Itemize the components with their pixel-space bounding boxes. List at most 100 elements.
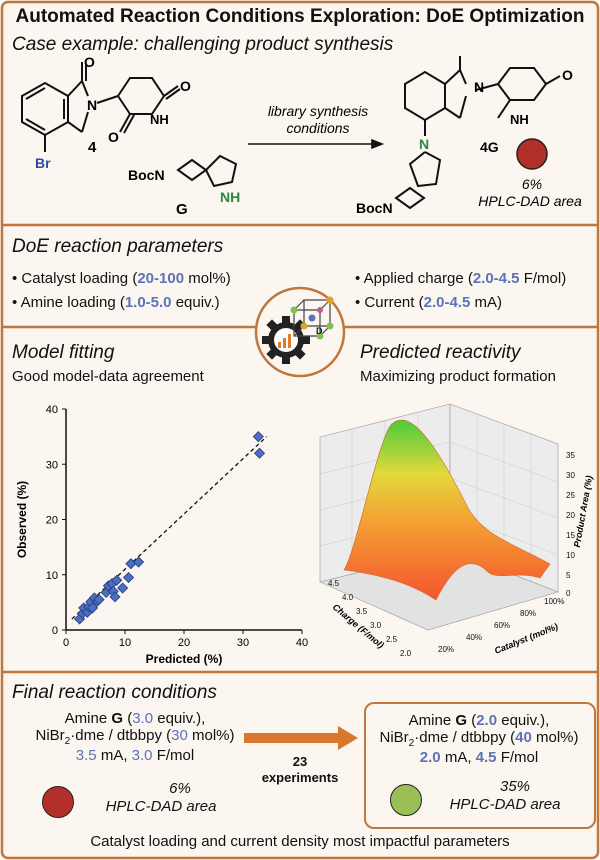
param-current: • Current (2.0-4.5 mA) xyxy=(355,294,502,311)
svg-text:10: 10 xyxy=(566,551,575,560)
product-boc-label: BocN xyxy=(356,200,393,216)
reaction-scheme: O N Br O NH O 4 BocN NH G library synthe… xyxy=(21,56,582,218)
initial-conditions: Amine G (3.0 equiv.), NiBr2·dme / dtbbpy… xyxy=(20,710,250,764)
optimization-arrow xyxy=(244,726,358,750)
initial-electro-line: 3.5 mA, 3.0 F/mol xyxy=(75,747,195,764)
y-tick-label: 30 xyxy=(46,459,58,471)
initial-yield-circle xyxy=(42,786,74,818)
svg-text:100%: 100% xyxy=(544,597,564,606)
amine-G xyxy=(176,154,238,188)
optimized-conditions-box xyxy=(364,702,596,829)
amine-compound-letter: G xyxy=(176,201,188,218)
imide-nh: NH xyxy=(150,112,169,127)
carbonyl-o3: O xyxy=(108,129,119,145)
response-surface-chart: 35 30 25 20 15 10 5 0 Product Area (%) 100% 80… xyxy=(319,403,594,658)
product-yield-value: 6% xyxy=(522,176,542,192)
product-n-label: N xyxy=(474,79,484,95)
optimized-conditions: Amine G (2.0 equiv.), NiBr2·dme / dtbbpy… xyxy=(366,712,592,766)
svg-text:60%: 60% xyxy=(494,621,510,630)
svg-text:3.5: 3.5 xyxy=(356,607,368,616)
initial-yield-metric: HPLC-DAD area xyxy=(105,798,217,815)
optimized-catalyst-line: NiBr2·dme / dtbbpy (40 mol%) xyxy=(379,729,579,749)
x-tick-label: 0 xyxy=(63,637,69,649)
svg-text:2.0: 2.0 xyxy=(400,649,412,658)
svg-text:3.0: 3.0 xyxy=(370,621,382,630)
experiment-count: 23 xyxy=(292,754,308,769)
bromo-label: Br xyxy=(35,155,51,171)
initial-amine-line: Amine G (3.0 equiv.), xyxy=(64,710,206,727)
data-point xyxy=(117,582,129,594)
data-point xyxy=(133,556,145,568)
optimized-yield-circle xyxy=(390,784,422,816)
product-surface xyxy=(343,419,551,601)
model-subtitle: Good model-data agreement xyxy=(12,368,204,385)
product-yield-metric: HPLC-DAD area xyxy=(478,193,582,209)
data-point xyxy=(86,602,99,614)
data-point xyxy=(109,591,121,603)
initial-yield-value: 6% xyxy=(169,780,191,797)
experiment-label: experiments xyxy=(261,770,339,785)
svg-text:80%: 80% xyxy=(520,609,536,618)
data-point xyxy=(93,594,105,606)
svg-text:4.0: 4.0 xyxy=(342,593,354,602)
data-point xyxy=(122,571,135,584)
svg-text:20%: 20% xyxy=(438,645,454,654)
arrow-label-line2: conditions xyxy=(286,120,349,136)
param-amine-loading: • Amine loading (1.0-5.0 equiv.) xyxy=(12,294,220,311)
x-tick-label: 20 xyxy=(178,637,190,649)
carbonyl-o: O xyxy=(84,56,95,70)
final-heading: Final reaction conditions xyxy=(12,682,217,703)
footer-note: Catalyst loading and current density mos… xyxy=(90,833,510,850)
reaction-arrow xyxy=(248,138,385,150)
data-point xyxy=(253,447,266,459)
data-point xyxy=(252,431,264,443)
product-carbonyl-o: O xyxy=(562,67,573,83)
product-yield-circle xyxy=(516,138,548,170)
starting-material-4 xyxy=(21,62,181,152)
sm-n-label: N xyxy=(87,97,97,113)
product-4G xyxy=(394,56,561,210)
parity-scatter-chart: 0 10 20 30 40 0 10 20 30 40 Predicted (%) Observed … xyxy=(15,404,308,666)
optimized-electro-line: 2.0 mA, 4.5 F/mol xyxy=(419,749,539,766)
carbonyl-o2: O xyxy=(180,78,191,94)
x-tick-label: 30 xyxy=(237,637,249,649)
predicted-heading: Predicted reactivity xyxy=(360,342,521,363)
case-heading: Case example: challenging product synthe… xyxy=(12,34,394,55)
dose-label: D xyxy=(316,326,323,336)
svg-text:20: 20 xyxy=(566,511,575,520)
svg-text:5: 5 xyxy=(566,571,571,580)
model-heading: Model fitting xyxy=(12,342,115,363)
svg-text:40%: 40% xyxy=(466,633,482,642)
optimized-amine-line: Amine G (2.0 equiv.), xyxy=(408,712,550,729)
y-tick-label: 0 xyxy=(52,625,58,637)
surface-z-label: Product Area (%) xyxy=(572,475,594,548)
doe-heading: DoE reaction parameters xyxy=(12,236,224,257)
svg-text:30: 30 xyxy=(566,471,575,480)
sm-compound-number: 4 xyxy=(88,139,97,156)
x-axis-label: Predicted (%) xyxy=(146,652,223,666)
x-tick-label: 10 xyxy=(119,637,131,649)
svg-text:2.5: 2.5 xyxy=(386,635,398,644)
x-tick-label: 40 xyxy=(296,637,308,649)
product-imide-nh: NH xyxy=(510,112,529,127)
param-applied-charge: • Applied charge (2.0-4.5 F/mol) xyxy=(355,270,567,287)
svg-text:25: 25 xyxy=(566,491,575,500)
figure-title: Automated Reaction Conditions Exploratio… xyxy=(15,6,585,27)
y-tick-label: 20 xyxy=(46,515,58,527)
product-amine-n: N xyxy=(419,136,429,152)
y-tick-label: 40 xyxy=(46,404,58,416)
product-compound-number: 4G xyxy=(480,139,499,155)
svg-text:0: 0 xyxy=(566,589,571,598)
data-point xyxy=(111,574,123,586)
y-axis-label: Observed (%) xyxy=(15,481,29,558)
initial-catalyst-line: NiBr2·dme / dtbbpy (30 mol%) xyxy=(35,727,235,747)
optimized-yield-metric: HPLC-DAD area xyxy=(449,796,561,813)
svg-text:15: 15 xyxy=(566,531,575,540)
svg-text:35: 35 xyxy=(566,451,575,460)
doe-gear-cube-icon: D xyxy=(262,296,334,364)
fit-line xyxy=(71,436,268,620)
amine-boc-label: BocN xyxy=(128,167,165,183)
svg-text:4.5: 4.5 xyxy=(328,579,340,588)
arrow-label-line1: library synthesis xyxy=(268,103,368,119)
